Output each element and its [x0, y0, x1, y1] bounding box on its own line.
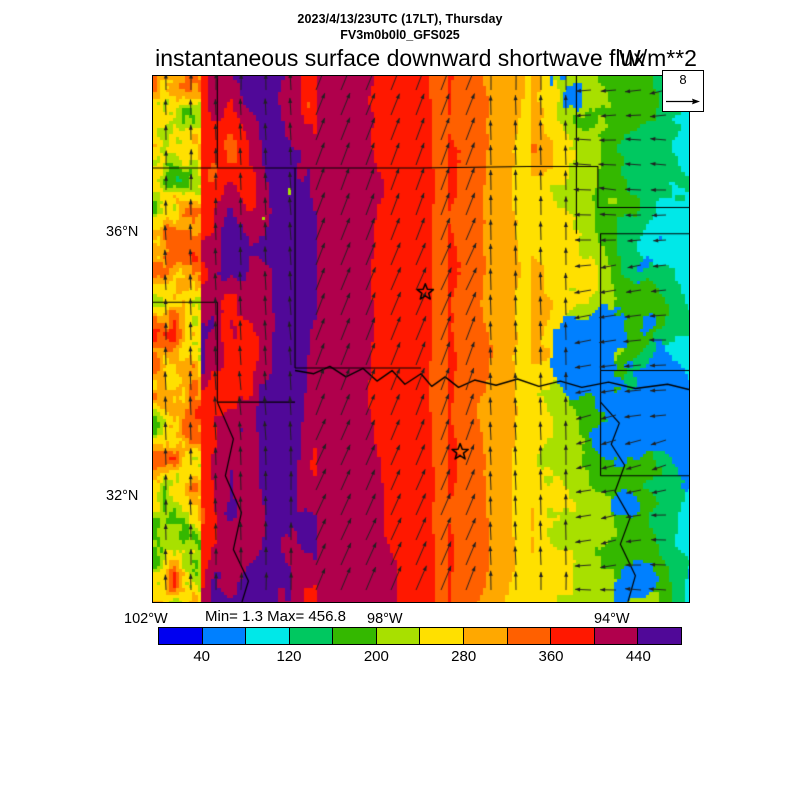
axis-label-lat-36n: 36°N	[106, 224, 139, 240]
colorbar-segment[interactable]	[638, 628, 681, 644]
minmax-annotation: Min= 1.3 Max= 456.8	[205, 608, 346, 625]
colorbar-segment[interactable]	[551, 628, 595, 644]
units-label: W/m**2	[619, 45, 697, 71]
colorbar-segment[interactable]	[202, 628, 247, 644]
vector-key-value: 8	[679, 72, 687, 87]
header-model-name: FV3m0b0l0_GFS025	[340, 28, 460, 42]
colorbar-segment[interactable]	[289, 628, 334, 644]
colorbar-tick-label: 360	[538, 648, 564, 665]
colorbar-segment[interactable]	[464, 628, 508, 644]
colorbar-segment[interactable]	[507, 628, 552, 644]
colorbar-tick-label: 200	[363, 648, 389, 665]
map-plot-frame[interactable]	[152, 75, 690, 603]
colorbar-segment[interactable]	[246, 628, 290, 644]
colorbar-tick-label: 280	[451, 648, 477, 665]
right-arrow-icon	[666, 98, 700, 105]
colorbar-tick-label: 120	[276, 648, 302, 665]
page-title: instantaneous surface downward shortwave…	[155, 45, 645, 71]
colorbar-segment[interactable]	[376, 628, 421, 644]
colorbar-segment[interactable]	[159, 628, 203, 644]
colorbar-tick-labels: 40 120 200 280 360 440	[158, 648, 682, 668]
header-datetime: 2023/4/13/23UTC (17LT), Thursday	[297, 12, 503, 26]
colorbar-tick-label: 440	[625, 648, 651, 665]
title-row: instantaneous surface downward shortwave…	[0, 43, 800, 73]
axis-label-lon-98w: 98°W	[367, 611, 403, 627]
axis-label-lon-94w: 94°W	[594, 611, 630, 627]
colorbar-segment[interactable]	[420, 628, 465, 644]
colorbar-tick-label: 40	[193, 648, 210, 665]
vector-reference-key: 8	[662, 70, 704, 112]
colorbar-segment[interactable]	[594, 628, 639, 644]
colorbar-segment[interactable]	[333, 628, 377, 644]
axis-label-lat-32n: 32°N	[106, 488, 139, 504]
axis-label-lon-102w: 102°W	[124, 611, 168, 627]
colorbar[interactable]	[158, 627, 682, 645]
shortwave-flux-heatmap[interactable]	[153, 76, 689, 602]
